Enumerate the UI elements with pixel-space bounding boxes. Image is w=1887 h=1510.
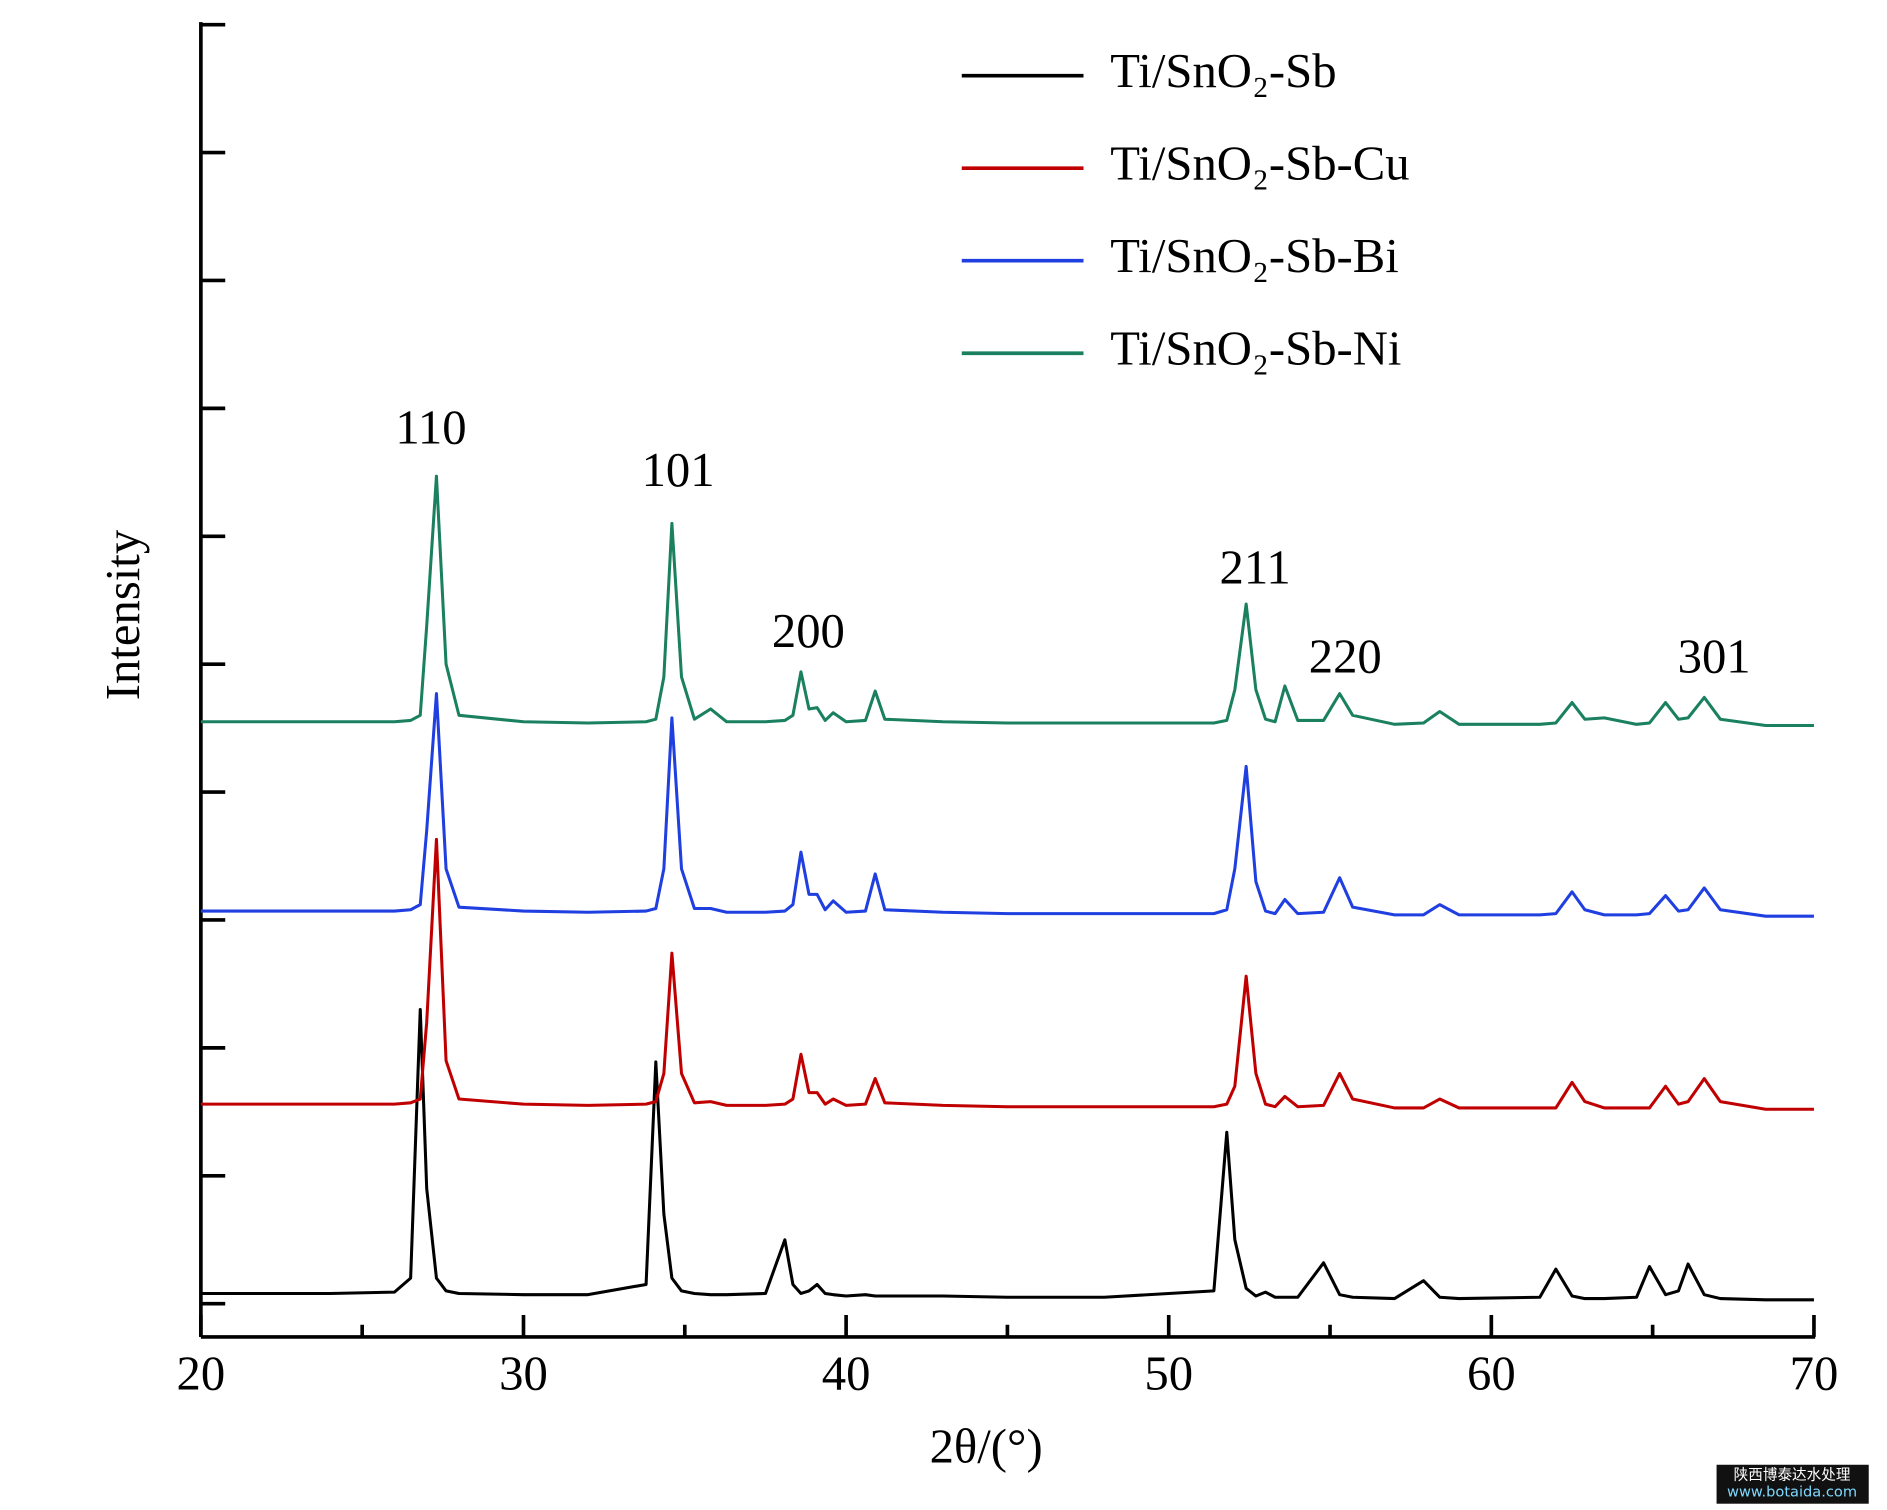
peak-label: 200 (772, 604, 845, 658)
series-line (200, 837, 1814, 1111)
watermark: 陕西博泰达水处理 (1734, 1467, 1851, 1484)
x-tick-label: 30 (499, 1346, 548, 1400)
watermark: www.botaida.com (1727, 1484, 1857, 1501)
series-line (200, 474, 1814, 728)
legend-label: Ti/SnO₂-Sb (1110, 44, 1336, 98)
legend-label: Ti/SnO₂-Sb-Cu (1110, 136, 1409, 190)
peak-label: 301 (1678, 629, 1751, 683)
series-line (200, 692, 1814, 918)
x-axis-title: 2θ/(°) (930, 1420, 1043, 1474)
x-tick-label: 50 (1144, 1346, 1193, 1400)
series-line (200, 1008, 1814, 1302)
x-tick-label: 70 (1790, 1346, 1839, 1400)
peak-label: 211 (1220, 541, 1291, 595)
x-tick-label: 20 (177, 1346, 226, 1400)
x-tick-label: 40 (822, 1346, 871, 1400)
y-axis-title: Intensity (96, 529, 150, 700)
legend-label: Ti/SnO₂-Sb-Ni (1110, 321, 1401, 375)
peak-label: 110 (395, 401, 466, 455)
x-tick-label: 60 (1467, 1346, 1516, 1400)
watermark-box (1716, 1464, 1869, 1504)
legend-label: Ti/SnO₂-Sb-Bi (1110, 229, 1399, 283)
peak-label: 101 (642, 443, 715, 497)
peak-label: 220 (1309, 629, 1382, 683)
